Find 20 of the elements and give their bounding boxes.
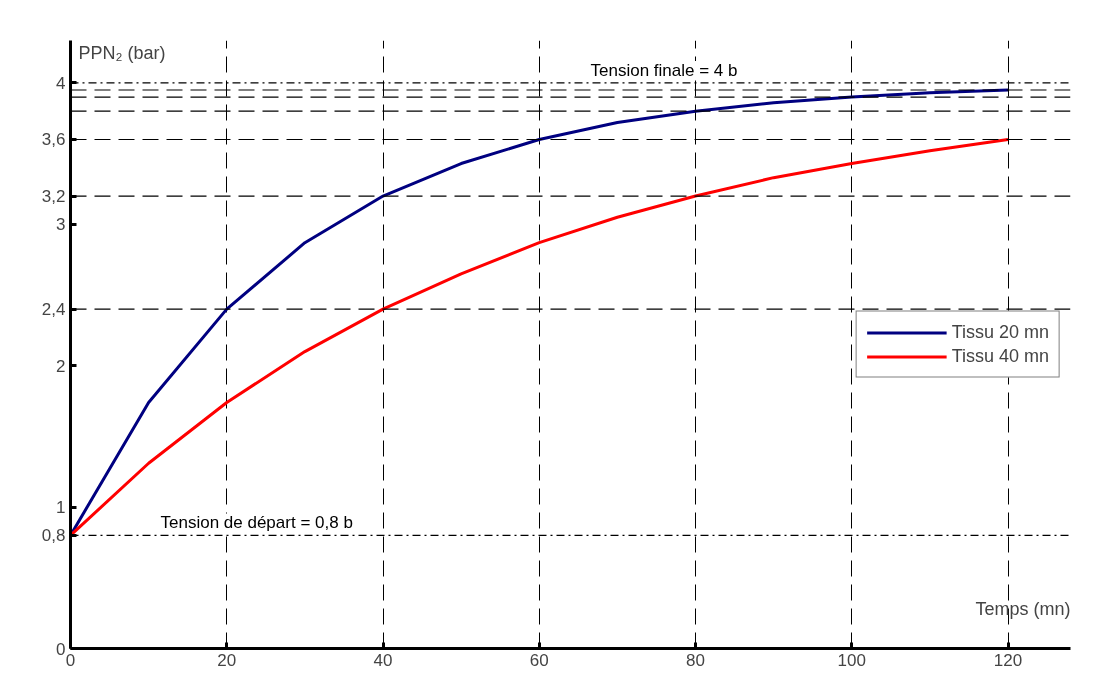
x-tick-label: 120	[993, 650, 1023, 670]
x-tick-label: 80	[686, 650, 705, 670]
x-tick-label: 40	[373, 650, 393, 670]
legend-label: Tissu 20 mn	[951, 321, 1049, 343]
y-tick-label: 3,6	[41, 130, 66, 150]
x-tick-label: 60	[529, 650, 549, 670]
y-axis-title: PPN₂ (bar)	[78, 42, 166, 63]
x-tick-label: 20	[217, 650, 237, 670]
y-tick-label: 3	[56, 215, 66, 235]
y-tick-label: 2	[56, 356, 66, 376]
y-tick-label: 3,2	[41, 187, 66, 207]
y-tick-label: 4	[56, 73, 66, 93]
legend-label: Tissu 40 mn	[951, 345, 1049, 367]
ref-line-label: Tension de départ = 0,8 b	[160, 513, 353, 533]
x-tick-label: 100	[837, 650, 866, 670]
y-tick-label: 0,8	[41, 526, 66, 546]
y-tick-label: 2,4	[41, 300, 66, 320]
y-tick-label: 1	[56, 498, 66, 518]
ref-line-label: Tension finale = 4 b	[590, 60, 738, 80]
x-axis-title: Temps (mn)	[975, 598, 1071, 619]
